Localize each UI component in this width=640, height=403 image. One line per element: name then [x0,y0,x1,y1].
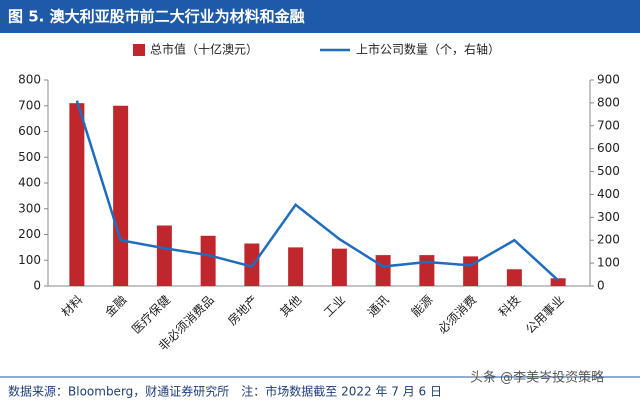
legend-label: 总市值（十亿澳元） [150,42,258,57]
y2-tick-label: 0 [597,279,605,293]
x-tick-label: 能源 [409,293,436,320]
title-band [0,0,640,33]
y2-tick-label: 100 [597,256,620,270]
x-tick-label: 通讯 [365,293,392,320]
watermark: 头条 @李美岑投资策略 [470,370,604,386]
y-tick-label: 200 [18,227,41,241]
y-tick-label: 500 [18,150,41,164]
bar [375,255,391,286]
x-tick-label: 工业 [321,293,348,320]
y-tick-label: 100 [18,253,41,267]
x-tick-label: 必须消费 [435,293,479,337]
chart-title: 图 5. 澳大利亚股市前二大行业为材料和金融 [8,8,305,26]
bar [69,103,85,286]
y2-tick-label: 600 [597,141,620,155]
y2-tick-label: 300 [597,210,620,224]
bar [156,225,172,286]
bar [419,255,435,286]
x-tick-label: 科技 [496,293,523,320]
x-tick-label: 公用事业 [523,293,567,337]
y-tick-label: 700 [18,98,41,112]
y2-tick-label: 400 [597,187,620,201]
x-tick-label: 房地产 [224,292,260,328]
bar [200,235,216,286]
y2-tick-label: 800 [597,95,620,109]
bar [550,278,566,286]
y-tick-label: 0 [33,279,41,293]
y-tick-label: 600 [18,124,41,138]
y2-tick-label: 900 [597,73,620,87]
line-series [75,100,559,282]
x-tick-label: 医疗保健 [129,293,173,337]
y2-tick-label: 200 [597,233,620,247]
bar [506,269,522,286]
bar [288,247,304,286]
y-tick-label: 400 [18,176,41,190]
y-tick-label: 800 [18,73,41,87]
y-tick-label: 300 [18,201,41,215]
legend-swatch [133,44,145,56]
x-tick-label: 材料 [59,293,86,320]
y2-tick-label: 700 [597,118,620,132]
bar [331,248,347,286]
source-note: 数据来源：Bloomberg，财通证券研究所 注：市场数据截至 2022 年 7… [8,384,442,399]
y2-tick-label: 500 [597,164,620,178]
bar [463,256,479,286]
legend-label: 上市公司数量（个，右轴） [356,42,500,57]
bar [113,105,129,286]
x-tick-label: 金融 [102,292,130,320]
x-tick-label: 其他 [277,293,304,320]
